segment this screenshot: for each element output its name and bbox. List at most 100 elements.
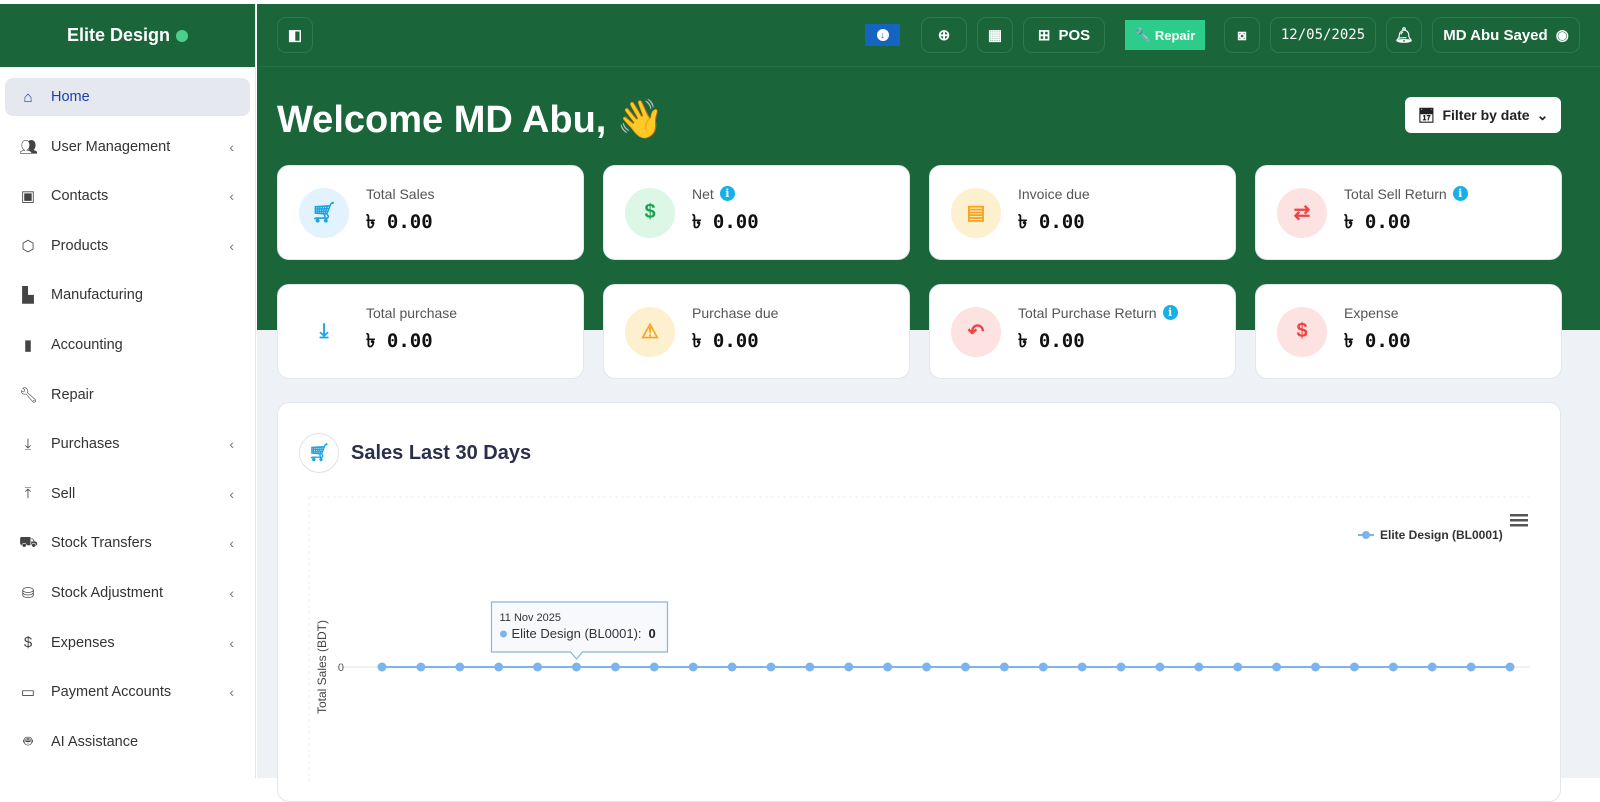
info-icon[interactable]: i — [1452, 186, 1468, 201]
chart-title: Sales Last 30 Days — [351, 441, 532, 464]
chart-menu-icon[interactable] — [1510, 519, 1528, 522]
sidebar-item-stock-adjustment[interactable]: ⛁ Stock Adjustment ‹ — [5, 574, 250, 612]
sidebar-item-sell[interactable]: ⤒ Sell ‹ — [5, 475, 250, 513]
stat-label: Net — [692, 185, 714, 202]
credit-card-icon: ▭ — [20, 684, 36, 702]
cash-register-button[interactable]: ⧇ — [1224, 17, 1260, 53]
sidebar-item-label: Payment Accounts — [51, 684, 172, 701]
sidebar-item-accounting[interactable]: ▮ Accounting — [5, 326, 250, 364]
data-point[interactable] — [1116, 662, 1126, 672]
sidebar-item-expenses[interactable]: $ Expenses ‹ — [5, 624, 250, 662]
chevron-left-icon: ‹ — [229, 436, 234, 453]
data-point[interactable] — [455, 662, 465, 672]
contacts-icon: ▣ — [20, 188, 36, 206]
sidebar-item-user-management[interactable]: 👥︎ User Management ‹ — [5, 128, 250, 166]
data-point[interactable] — [1427, 662, 1437, 672]
sidebar-item-stock-transfers[interactable]: ⛟ Stock Transfers ‹ — [5, 524, 250, 562]
sidebar-item-ai-assistance[interactable]: 🤖︎ AI Assistance — [5, 723, 250, 761]
chart-tooltip: 11 Nov 2025 Elite Design (BL0001): 0 — [490, 601, 669, 660]
data-point[interactable] — [571, 662, 581, 672]
legend-label[interactable]: Elite Design (BL0001) — [1380, 528, 1503, 542]
repair-button[interactable]: 🔧 Repair — [1125, 20, 1205, 50]
data-point[interactable] — [610, 662, 620, 672]
stat-label: Total Purchase Return — [1018, 304, 1157, 321]
data-point[interactable] — [494, 662, 504, 672]
data-point[interactable] — [1311, 662, 1321, 672]
pos-button[interactable]: ⊞ POS — [1023, 17, 1105, 53]
pos-label: POS — [1058, 26, 1091, 44]
data-point[interactable] — [533, 662, 543, 672]
users-icon: 👥︎ — [19, 138, 39, 156]
sidebar-item-contacts[interactable]: ▣ Contacts ‹ — [5, 177, 250, 215]
sidebar-item-products[interactable]: ⬡ Products ‹ — [5, 227, 250, 265]
data-point[interactable] — [1155, 662, 1165, 672]
stat-card-total-sales[interactable]: 🛒︎ Total Sales ৳ 0.00 — [277, 165, 584, 260]
data-point[interactable] — [1194, 662, 1204, 672]
chevron-left-icon: ‹ — [229, 485, 234, 502]
stat-value: ৳ 0.00 — [692, 210, 759, 233]
sidebar-item-manufacturing[interactable]: ▙ Manufacturing — [5, 276, 250, 314]
data-point[interactable] — [1505, 662, 1515, 672]
stat-card-total-purchase[interactable]: ⤓ Total purchase ৳ 0.00 — [277, 284, 584, 379]
stat-label: Total Sales — [366, 185, 435, 202]
filter-by-date-button[interactable]: 📅︎ Filter by date ⌄ — [1405, 97, 1561, 133]
data-point[interactable] — [688, 662, 698, 672]
chart-menu-icon[interactable] — [1510, 514, 1528, 517]
cart-icon: 🛒︎ — [299, 187, 349, 238]
data-point[interactable] — [649, 662, 659, 672]
notifications-button[interactable]: 🔔︎ — [1386, 17, 1422, 53]
sidebar-item-label: Stock Transfers — [51, 535, 152, 552]
dollar-receipt-icon: $ — [1277, 306, 1327, 357]
download-app-button[interactable]: ↓ — [865, 24, 900, 46]
date-display[interactable]: 12/05/2025 — [1270, 17, 1376, 53]
money-icon: ⧇ — [1237, 26, 1247, 44]
stat-card-expense[interactable]: $ Expense ৳ 0.00 — [1255, 284, 1562, 379]
data-point[interactable] — [883, 662, 893, 672]
data-point[interactable] — [960, 662, 970, 672]
user-menu-button[interactable]: MD Abu Sayed ◉ — [1432, 17, 1580, 53]
stat-label: Purchase due — [692, 304, 779, 321]
data-point[interactable] — [922, 662, 932, 672]
data-point[interactable] — [1038, 662, 1048, 672]
sidebar-item-label: Accounting — [51, 336, 123, 353]
data-point[interactable] — [1233, 662, 1243, 672]
sidebar-item-purchases[interactable]: ⤓ Purchases ‹ — [5, 425, 250, 463]
data-point[interactable] — [1466, 662, 1476, 672]
topbar: ◧ ↓ ⊕ ▦ ⊞ POS 🔧 Repair ⧇ 12/05/2025 🔔︎ MD … — [257, 4, 1600, 67]
stat-card-total-sell-return[interactable]: ⇄ Total Sell Return i ৳ 0.00 — [1255, 165, 1562, 260]
data-point[interactable] — [999, 662, 1009, 672]
chart-menu-icon[interactable] — [1510, 524, 1528, 527]
data-point[interactable] — [1077, 662, 1087, 672]
sidebar: Elite Design ⌂ Home 👥︎ User Management ‹ ▣ Con… — [0, 4, 256, 778]
sidebar-item-home[interactable]: ⌂ Home — [5, 78, 250, 116]
sidebar-item-payment-accounts[interactable]: ▭ Payment Accounts ‹ — [5, 673, 250, 711]
data-point[interactable] — [416, 662, 426, 672]
data-point[interactable] — [377, 662, 387, 672]
wrench-icon: 🔧 — [1134, 27, 1151, 42]
info-icon[interactable]: i — [719, 186, 735, 201]
sidebar-item-repair[interactable]: 🔧︎ Repair — [5, 376, 250, 414]
stat-card-purchase-due[interactable]: ⚠ Purchase due ৳ 0.00 — [603, 284, 910, 379]
robot-icon: 🤖︎ — [23, 733, 33, 751]
sidebar-toggle-button[interactable]: ◧ — [277, 17, 313, 53]
stat-card-invoice-due[interactable]: ▤ Invoice due ৳ 0.00 — [929, 165, 1236, 260]
data-point[interactable] — [1349, 662, 1359, 672]
data-point[interactable] — [805, 662, 815, 672]
data-point[interactable] — [1272, 662, 1282, 672]
download-icon: ↓ — [876, 29, 889, 41]
sidebar-item-label: User Management — [51, 138, 171, 155]
sidebar-item-label: Contacts — [51, 188, 109, 205]
sidebar-item-label: Expenses — [51, 634, 115, 651]
user-name: MD Abu Sayed — [1443, 26, 1548, 44]
stat-card-net[interactable]: $ Net i ৳ 0.00 — [603, 165, 910, 260]
truck-icon: ⛟ — [19, 533, 38, 551]
data-point[interactable] — [727, 662, 737, 672]
stat-label: Expense — [1344, 304, 1399, 321]
calculator-button[interactable]: ▦ — [977, 17, 1013, 53]
stat-card-total-purchase-return[interactable]: ↶ Total Purchase Return i ৳ 0.00 — [929, 284, 1236, 379]
add-button[interactable]: ⊕ — [921, 17, 967, 53]
data-point[interactable] — [844, 662, 854, 672]
data-point[interactable] — [1388, 662, 1398, 672]
data-point[interactable] — [766, 662, 776, 672]
info-icon[interactable]: i — [1162, 305, 1178, 320]
